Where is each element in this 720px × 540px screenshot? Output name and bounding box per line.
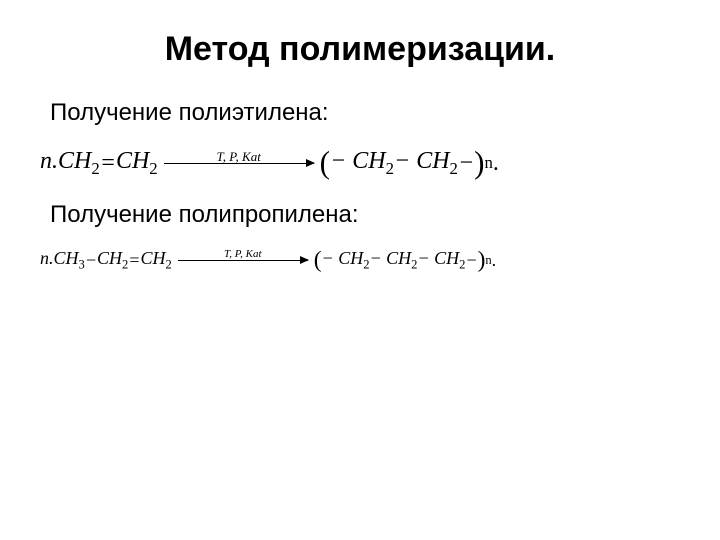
eq2-left3: CH2: [140, 248, 171, 273]
eq1-equals: =: [100, 150, 116, 177]
eq1-outer-sub: n: [485, 153, 493, 173]
equation-polypropylene: n.CH3 − CH2 = CH2 T, P, Kat ( − CH2 − CH…: [40, 247, 670, 274]
eq2-r3: − CH2: [417, 248, 465, 273]
eq1-arrow: T, P, Kat: [164, 163, 314, 164]
eq2-left1: n.CH3: [40, 248, 85, 273]
eq2-arrow-line: [178, 260, 308, 261]
eq1-left1: n.CH2: [40, 148, 100, 179]
eq2-dash: −: [85, 250, 97, 271]
section-polypropylene: Получение полипропилена: n.CH3 − CH2 = C…: [50, 201, 670, 274]
eq2-arrow: T, P, Kat: [178, 260, 308, 261]
eq2-r2: − CH2: [370, 248, 418, 273]
eq1-tail: .: [493, 150, 499, 177]
eq2-open-paren: (: [314, 247, 322, 274]
eq2-tail: .: [492, 250, 497, 271]
eq2-left2: CH2: [97, 248, 128, 273]
eq2-equals: =: [128, 250, 140, 271]
eq2-r4: −: [465, 250, 477, 271]
eq1-close-paren: ): [474, 145, 484, 181]
eq1-r2: − CH2: [394, 148, 458, 179]
eq1-r3: −: [458, 150, 474, 177]
eq1-left2: CH2: [116, 148, 158, 179]
subtitle-polyethylene: Получение полиэтилена:: [50, 99, 670, 127]
slide-title: Метод полимеризации.: [50, 30, 670, 69]
eq2-arrow-label: T, P, Kat: [224, 248, 262, 260]
section-polyethylene: Получение полиэтилена: n.CH2 = CH2 T, P,…: [50, 99, 670, 181]
eq2-close-paren: ): [478, 247, 486, 274]
eq2-r1: − CH2: [322, 248, 370, 273]
subtitle-polypropylene: Получение полипропилена:: [50, 201, 670, 229]
eq1-r1: − CH2: [330, 148, 394, 179]
equation-polyethylene: n.CH2 = CH2 T, P, Kat ( − CH2 − CH2 − ) …: [40, 145, 670, 181]
eq1-open-paren: (: [320, 145, 330, 181]
eq1-arrow-line: [164, 163, 314, 164]
